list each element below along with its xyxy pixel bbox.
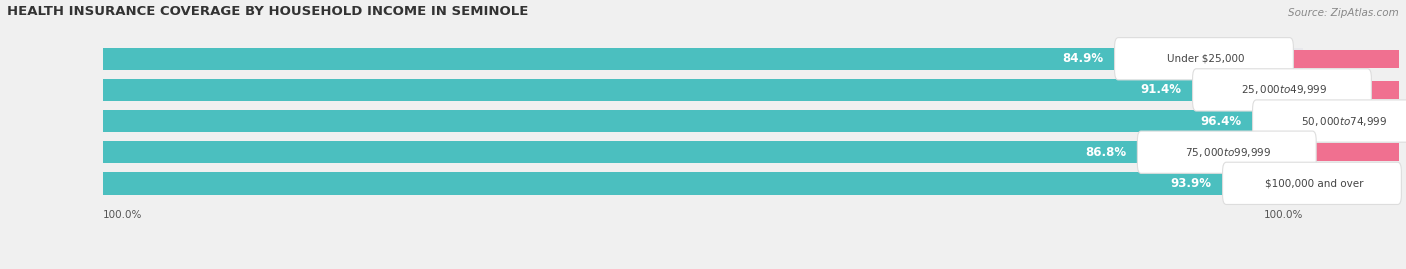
Text: $50,000 to $74,999: $50,000 to $74,999 — [1301, 115, 1386, 128]
Text: 93.9%: 93.9% — [1171, 177, 1212, 190]
Bar — [1398, 175, 1406, 192]
Bar — [103, 110, 1260, 132]
Bar — [1313, 143, 1406, 161]
Text: Under $25,000: Under $25,000 — [1167, 54, 1244, 64]
Text: 84.9%: 84.9% — [1063, 52, 1104, 65]
Text: 86.8%: 86.8% — [1085, 146, 1126, 159]
Bar — [1289, 50, 1406, 68]
FancyBboxPatch shape — [1115, 38, 1294, 80]
Bar — [1313, 143, 1406, 161]
Bar — [103, 172, 1303, 194]
Bar — [103, 79, 1303, 101]
Bar — [1368, 81, 1406, 99]
FancyBboxPatch shape — [1192, 69, 1371, 111]
Bar — [103, 141, 1144, 163]
Text: 91.4%: 91.4% — [1140, 83, 1182, 96]
FancyBboxPatch shape — [1137, 131, 1316, 173]
Text: 96.4%: 96.4% — [1201, 115, 1241, 128]
Text: 100.0%: 100.0% — [1264, 210, 1303, 220]
Bar — [103, 172, 1230, 194]
Text: Source: ZipAtlas.com: Source: ZipAtlas.com — [1288, 8, 1399, 18]
Bar — [103, 79, 1199, 101]
Text: $100,000 and over: $100,000 and over — [1264, 178, 1362, 188]
Bar — [103, 110, 1303, 132]
Bar — [103, 141, 1303, 163]
Text: $75,000 to $99,999: $75,000 to $99,999 — [1185, 146, 1272, 159]
Text: $25,000 to $49,999: $25,000 to $49,999 — [1240, 83, 1327, 96]
Text: 100.0%: 100.0% — [103, 210, 142, 220]
Bar — [1398, 175, 1406, 192]
Bar — [103, 48, 1303, 70]
FancyBboxPatch shape — [1253, 100, 1406, 142]
Bar — [1289, 50, 1406, 68]
FancyBboxPatch shape — [1223, 162, 1402, 204]
Bar — [1368, 81, 1406, 99]
Bar — [103, 48, 1122, 70]
Text: HEALTH INSURANCE COVERAGE BY HOUSEHOLD INCOME IN SEMINOLE: HEALTH INSURANCE COVERAGE BY HOUSEHOLD I… — [7, 5, 529, 18]
